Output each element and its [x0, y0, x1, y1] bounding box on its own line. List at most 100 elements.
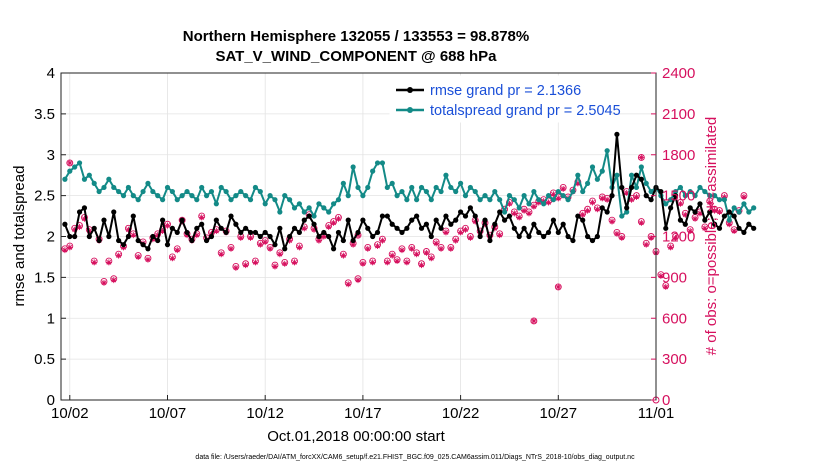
totalspread-point: [619, 213, 625, 219]
rmse-point: [189, 237, 195, 244]
obs-assimilated-point: [462, 226, 469, 233]
totalspread-point: [321, 205, 327, 211]
rmse-point: [262, 229, 268, 236]
obs-assimilated-point: [560, 185, 567, 192]
rmse-point: [570, 237, 576, 244]
obs-assimilated-point: [408, 245, 415, 252]
totalspread-point: [672, 188, 679, 195]
obs-assimilated-point: [472, 218, 479, 225]
rmse-point: [272, 242, 278, 248]
rmse-point: [360, 217, 366, 223]
totalspread-point: [145, 180, 151, 186]
obs-assimilated-point: [740, 193, 747, 200]
totalspread-point: [91, 180, 97, 186]
rmse-point: [492, 221, 498, 227]
tick-label-right: 2100: [662, 106, 695, 123]
obs-assimilated-point: [159, 228, 166, 235]
rmse-point: [155, 237, 161, 244]
totalspread-point: [716, 197, 723, 203]
obs-assimilated-point: [701, 225, 708, 232]
obs-assimilated-point: [228, 245, 234, 252]
totalspread-point: [223, 188, 229, 195]
rmse-point: [619, 184, 625, 191]
obs-assimilated-point: [423, 249, 430, 256]
totalspread-point: [277, 209, 283, 215]
totalspread-point: [531, 188, 537, 195]
obs-assimilated-point: [589, 199, 596, 206]
legend: rmse grand pr = 2.1366 totalspread grand…: [389, 75, 621, 123]
rmse-point: [628, 184, 635, 191]
rmse-point: [550, 217, 557, 223]
rmse-point: [120, 242, 127, 248]
totalspread-point: [472, 188, 478, 195]
rmse-point: [86, 233, 92, 240]
rmse-point: [648, 197, 654, 203]
rmse-point: [467, 205, 473, 211]
rmse-point: [418, 225, 425, 231]
series-layer: [62, 131, 757, 252]
totalspread-point: [316, 201, 322, 207]
rmse-point: [589, 237, 596, 244]
rmse-point: [560, 221, 566, 227]
totalspread-point: [545, 193, 552, 199]
totalspread-point: [565, 197, 571, 203]
totalspread-point: [389, 180, 395, 186]
totalspread-point: [751, 205, 757, 211]
totalspread-point: [433, 184, 439, 191]
rmse-point: [541, 233, 547, 240]
obs-assimilated-point: [452, 237, 459, 244]
obs-assimilated-point: [692, 215, 699, 222]
rmse-point: [531, 221, 537, 227]
rmse-point: [482, 217, 488, 223]
obs-assimilated-point: [628, 196, 635, 203]
totalspread-point: [189, 193, 195, 199]
obs-assimilated-point: [711, 207, 718, 214]
legend-rmse-label: rmse grand pr = 2.1366: [430, 83, 581, 99]
totalspread-point: [282, 193, 288, 199]
obs-assimilated-point: [496, 232, 503, 239]
obs-assimilated-point: [535, 199, 542, 206]
totalspread-point: [155, 193, 161, 199]
tick-label-left: 4: [47, 65, 55, 82]
totalspread-point: [526, 201, 532, 207]
rmse-point: [536, 229, 542, 236]
rmse-point: [702, 217, 708, 223]
obs-assimilated-point: [311, 226, 318, 233]
totalspread-point: [370, 168, 376, 174]
obs-assimilated-point: [643, 241, 650, 248]
totalspread-point: [184, 188, 190, 195]
rmse-point: [330, 246, 337, 252]
rmse-point: [384, 213, 390, 219]
rmse-point: [111, 209, 117, 215]
obs-assimilated-point: [232, 264, 239, 271]
totalspread-point: [120, 193, 127, 199]
totalspread-point: [306, 205, 312, 211]
totalspread-point: [487, 197, 493, 203]
rmse-point: [135, 237, 141, 244]
tick-label-left: 2.5: [34, 188, 55, 205]
chart-subtitle: SAT_V_WIND_COMPONENT @ 688 hPa: [215, 48, 497, 65]
obs-assimilated-point: [144, 256, 151, 263]
rmse-point: [457, 209, 464, 215]
totalspread-point: [457, 180, 464, 186]
rmse-point: [433, 217, 439, 223]
totalspread-point: [106, 176, 112, 182]
rmse-point: [511, 225, 517, 231]
rmse-point: [716, 225, 723, 231]
tick-label-right: 600: [662, 310, 687, 327]
totalspread-point: [262, 201, 268, 207]
obs-assimilated-point: [379, 237, 386, 244]
totalspread-point: [731, 205, 737, 211]
obs-assimilated-point: [457, 229, 464, 236]
totalspread-point: [741, 201, 747, 207]
obs-assimilated-point: [530, 317, 537, 324]
totalspread-point: [330, 201, 337, 207]
rmse-point: [72, 233, 78, 240]
totalspread-point: [643, 180, 649, 186]
tick-label-x: 10/12: [246, 405, 284, 422]
totalspread-point: [580, 188, 586, 195]
rmse-point: [355, 229, 361, 236]
rmse-point: [140, 242, 146, 248]
tick-label-right: 1800: [662, 147, 695, 164]
totalspread-point: [726, 217, 732, 223]
